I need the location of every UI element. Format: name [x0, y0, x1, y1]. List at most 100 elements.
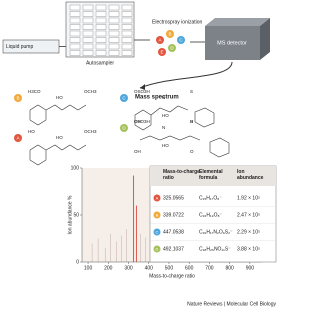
sample-well [82, 50, 94, 56]
x-tick-label: 500 [165, 265, 174, 271]
table-cell: 3.88 × 10⁵ [237, 246, 260, 252]
sample-well [69, 50, 81, 56]
row-badge-label: D [156, 246, 159, 251]
table-cell: 1.92 × 10⁵ [237, 195, 260, 201]
pump-label: Liquid pump [6, 44, 33, 50]
sample-well [121, 30, 133, 37]
x-tick-label: 600 [185, 265, 194, 271]
sample-well [95, 30, 107, 37]
sample-well [108, 30, 120, 37]
sample-well [95, 24, 107, 30]
sample-well [95, 17, 107, 24]
sample-well [121, 37, 133, 43]
table-cell: 2.47 × 10⁵ [237, 212, 260, 218]
chem-group: HO [28, 129, 35, 134]
chem-group: HO [162, 113, 169, 118]
sample-well [95, 43, 107, 50]
sample-well [95, 37, 107, 43]
x-tick-label: 200 [104, 265, 113, 271]
sample-well [82, 30, 94, 37]
sample-well [121, 11, 133, 17]
row-badge-label: A [156, 195, 159, 200]
sample-well [95, 11, 107, 17]
row-badge [153, 194, 161, 202]
sample-well [121, 24, 133, 30]
spectrum-title: Mass spectrum [135, 95, 179, 101]
ion-cluster: A B CD E [156, 30, 185, 56]
y-tick-label: 50 [73, 212, 79, 218]
arrowhead [140, 84, 145, 90]
table-cell: 447.0538 [163, 229, 184, 235]
chem-group: HO [56, 135, 63, 140]
ion-label: D [170, 45, 174, 50]
sample-well [82, 24, 94, 30]
ion-label: E [160, 49, 163, 54]
sample-well [95, 4, 107, 11]
sample-well [69, 17, 81, 24]
x-tick-label: 800 [225, 265, 234, 271]
sample-well [108, 4, 120, 11]
sample-well [108, 37, 120, 43]
sample-well [95, 50, 107, 56]
molecule-badge-label: A [16, 135, 19, 140]
molecule-badge-label: D [122, 125, 126, 130]
chem-group: N [162, 95, 165, 100]
table-cell: C₁₆H₁₇N₂O₉S₂⁻ [199, 229, 233, 235]
table-cell: 339.0722 [163, 212, 184, 218]
table-header: Elemental formula [199, 169, 223, 181]
row-badge-label: B [156, 212, 159, 217]
table-header: Ion abundance [237, 169, 264, 181]
molecule-badge-label: C [122, 95, 126, 100]
table-header-line: Mass-to-charge [163, 169, 200, 175]
chem-group: OSO3H [134, 119, 150, 124]
x-tick-label: 300 [124, 265, 133, 271]
sample-well [121, 17, 133, 24]
molecule-badge [120, 124, 128, 132]
ion-label: B [168, 31, 171, 36]
table-header-line: Ion [237, 169, 245, 175]
chem-group: H [190, 119, 193, 124]
table-cell: 492.1037 [163, 246, 184, 252]
ion [177, 36, 185, 44]
table-header-bg [150, 166, 276, 186]
autosampler-label: Autosampler [86, 60, 114, 66]
sample-well [82, 11, 94, 17]
molecule-badge [120, 94, 128, 102]
row-badge [153, 211, 161, 219]
sample-well [108, 50, 120, 56]
ion [166, 30, 174, 38]
detector-top [205, 18, 270, 26]
chem-group: OCH3 [84, 129, 97, 134]
y-tick-label: 100 [71, 165, 80, 171]
chem-group: HO [56, 95, 63, 100]
chem-group: S [190, 89, 193, 94]
sample-well [82, 43, 94, 50]
x-tick-label: 900 [246, 265, 255, 271]
row-badge-label: C [156, 229, 159, 234]
arrow [139, 61, 233, 89]
sample-well [108, 17, 120, 24]
chem-group: H3CO [28, 89, 41, 94]
ion [158, 48, 166, 56]
molecule-badge-label: B [16, 95, 19, 100]
row-badge [153, 245, 161, 253]
sample-well [69, 4, 81, 11]
x-axis-label: Mass-to-charge ratio [149, 273, 195, 279]
x-tick-label: 400 [145, 265, 154, 271]
chem-group: OH [134, 119, 141, 124]
chem-group: OSO3H [134, 89, 150, 94]
chem-group: OCH3 [84, 89, 97, 94]
figure: Liquid pump Autosampler Electrospray ion… [2, 1, 276, 307]
sample-grid [69, 4, 133, 56]
molecule-badge [14, 134, 22, 142]
chem-group: HO [162, 143, 169, 148]
molecule-sketches [29, 104, 230, 166]
table-cell: 325.0565 [163, 195, 184, 201]
sample-well [82, 17, 94, 24]
ionization-label: Electrospray ionization [152, 19, 203, 25]
sample-well [69, 11, 81, 17]
chem-group: N [162, 125, 165, 130]
table-cell: 2.29 × 10⁵ [237, 229, 260, 235]
table-cell: C₁₅H₁₇O₈⁻ [199, 195, 222, 201]
ion [156, 36, 164, 44]
